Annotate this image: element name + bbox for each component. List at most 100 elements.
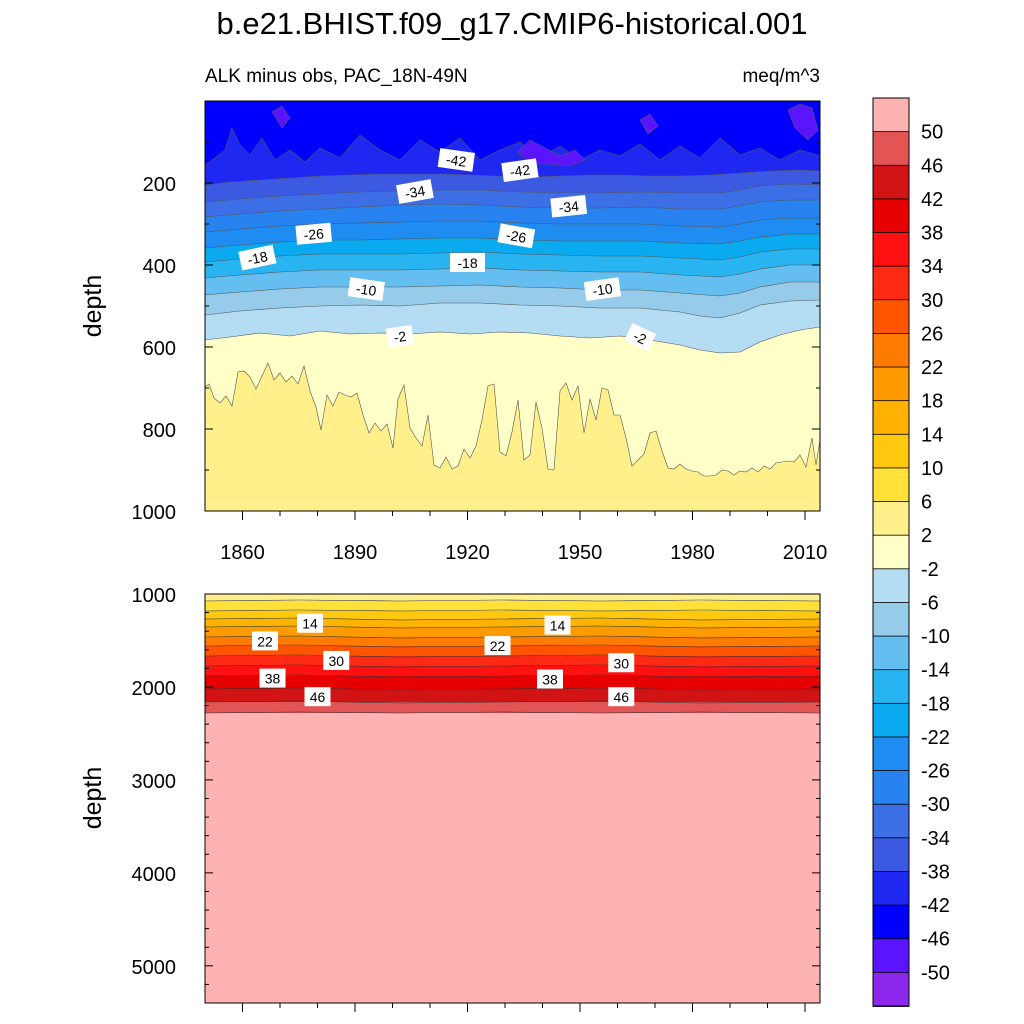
contour-label-text: 30 bbox=[328, 653, 344, 669]
contour-label-box bbox=[608, 653, 635, 673]
colorbar-label: -50 bbox=[921, 962, 950, 984]
upper-axes: 200 400 600 800 1000 1860 1890 1920 1950 1980 2010 bbox=[132, 141, 828, 564]
contour-label: -42 bbox=[437, 148, 475, 172]
contour-label-text: -26 bbox=[505, 227, 528, 246]
contour-label-box bbox=[437, 148, 475, 172]
colorbar-label: -38 bbox=[921, 861, 950, 883]
upper-xtick-label: 1890 bbox=[333, 542, 378, 564]
colorbar-label: -42 bbox=[921, 895, 950, 917]
contour-label: 30 bbox=[323, 650, 350, 670]
colorbar-swatch bbox=[872, 602, 910, 637]
colorbar-swatch bbox=[872, 366, 910, 402]
contour-label-text: -34 bbox=[558, 198, 580, 216]
contour-label-box bbox=[501, 158, 539, 183]
contour-label-box bbox=[550, 195, 588, 218]
upper-xtick-label: 1950 bbox=[558, 542, 603, 564]
colorbar-label: 30 bbox=[921, 290, 943, 312]
colorbar-label: 26 bbox=[921, 323, 943, 345]
contour-label-text: 46 bbox=[613, 689, 629, 705]
upper-ytick-label: 200 bbox=[143, 174, 176, 196]
panel-subtitle-units: meq/m^3 bbox=[742, 66, 820, 87]
colorbar-swatch bbox=[872, 568, 910, 604]
contour-label-text: -26 bbox=[303, 225, 325, 243]
colorbar-label: 46 bbox=[921, 155, 943, 177]
colorbar-label: -18 bbox=[921, 693, 950, 715]
lower-ytick-label: 4000 bbox=[132, 864, 177, 886]
contour-label: -18 bbox=[450, 252, 485, 272]
upper-contour-labels: -42 -42 -34 -34 -26 -26 -18 -18 -10 -10 -2 -2 bbox=[238, 148, 657, 352]
contour-label: 46 bbox=[608, 687, 635, 707]
upper-ylabel: depth bbox=[79, 275, 107, 338]
contour-label: -26 bbox=[497, 223, 536, 249]
colorbar-label: 50 bbox=[921, 122, 943, 144]
colorbar-label: 14 bbox=[921, 424, 943, 446]
colorbar-label: -14 bbox=[921, 660, 950, 682]
colorbar-label: -46 bbox=[921, 929, 950, 951]
colorbar-swatch bbox=[872, 232, 910, 268]
contour-label-text: -42 bbox=[509, 161, 531, 180]
contour-label: -34 bbox=[396, 179, 434, 204]
colorbar-label: 2 bbox=[921, 525, 932, 547]
colorbar-swatch bbox=[872, 534, 910, 570]
colorbar-swatch bbox=[872, 904, 910, 940]
contour-label-text: 46 bbox=[310, 689, 326, 705]
contour-label: -26 bbox=[295, 222, 332, 245]
contour-label-text: 14 bbox=[302, 616, 318, 632]
colorbar-swatch bbox=[872, 635, 910, 671]
colorbar-label: 6 bbox=[921, 492, 932, 514]
colorbar-label: 34 bbox=[921, 256, 943, 278]
contour-label-box bbox=[624, 323, 657, 352]
contour-label-text: 38 bbox=[542, 672, 558, 688]
colorbar-label: -30 bbox=[921, 794, 950, 816]
lower-contour-labels: 14 14 22 22 30 30 38 38 46 46 bbox=[252, 613, 635, 707]
colorbar-label: -6 bbox=[921, 592, 939, 614]
colorbar-label: 18 bbox=[921, 391, 943, 413]
contour-label-text: -42 bbox=[445, 151, 467, 170]
contour-label: 46 bbox=[304, 687, 331, 707]
upper-ytick-label: 600 bbox=[143, 338, 176, 360]
contour-label-text: -18 bbox=[457, 255, 477, 271]
contour-label-text: -10 bbox=[355, 280, 377, 299]
colorbar-swatch bbox=[872, 164, 910, 200]
contour-label-box bbox=[385, 325, 415, 348]
contour-label: 38 bbox=[259, 668, 286, 688]
contour-label-box bbox=[484, 636, 511, 656]
colorbar-swatch bbox=[872, 97, 910, 133]
contour-label-text: -2 bbox=[393, 328, 408, 346]
contour-label-text: 30 bbox=[613, 655, 629, 671]
colorbar-swatch bbox=[872, 669, 910, 705]
upper-ytick-label: 800 bbox=[143, 420, 176, 442]
contour-label-text: 22 bbox=[257, 633, 273, 649]
contour-label-box bbox=[297, 613, 323, 633]
colorbar-label: -26 bbox=[921, 761, 950, 783]
contour-label-text: 22 bbox=[490, 638, 506, 654]
contour-label-box bbox=[347, 277, 385, 301]
colorbar-swatch bbox=[872, 198, 910, 234]
contour-label: -2 bbox=[624, 323, 657, 352]
colorbar-label: -22 bbox=[921, 727, 950, 749]
contour-label: -2 bbox=[385, 325, 415, 348]
contour-label: -34 bbox=[550, 195, 588, 218]
contour-band-minus42 bbox=[205, 101, 820, 166]
upper-xtick-label: 2010 bbox=[783, 542, 828, 564]
colorbar-frame bbox=[872, 97, 910, 1007]
lower-ytick-label: 5000 bbox=[132, 957, 177, 979]
lower-ylabel: depth bbox=[79, 767, 107, 830]
colorbar-swatch bbox=[872, 467, 910, 503]
contour-label-box bbox=[323, 650, 350, 670]
colorbar-label: 42 bbox=[921, 189, 943, 211]
contour-label: -42 bbox=[501, 158, 539, 183]
colorbar-label: 38 bbox=[921, 223, 943, 245]
colorbar-label: -34 bbox=[921, 828, 950, 850]
colorbar: 50 46 42 38 34 30 26 22 18 14 10 6 2 -2 -6 -10 -14 -18 -22… bbox=[872, 97, 950, 1007]
colorbar-swatch bbox=[872, 736, 910, 772]
contour-label: 38 bbox=[537, 669, 563, 689]
colorbar-swatch bbox=[872, 770, 910, 806]
contour-label: 14 bbox=[297, 613, 323, 633]
contour-label-box bbox=[252, 631, 278, 651]
colorbar-swatch bbox=[872, 265, 910, 301]
lower-ytick-label: 2000 bbox=[132, 678, 177, 700]
lower-panel: 1000 2000 3000 4000 5000 14 14 22 22 30 30 38 38 46 4… bbox=[79, 585, 821, 1012]
contour-label: 22 bbox=[484, 636, 511, 656]
